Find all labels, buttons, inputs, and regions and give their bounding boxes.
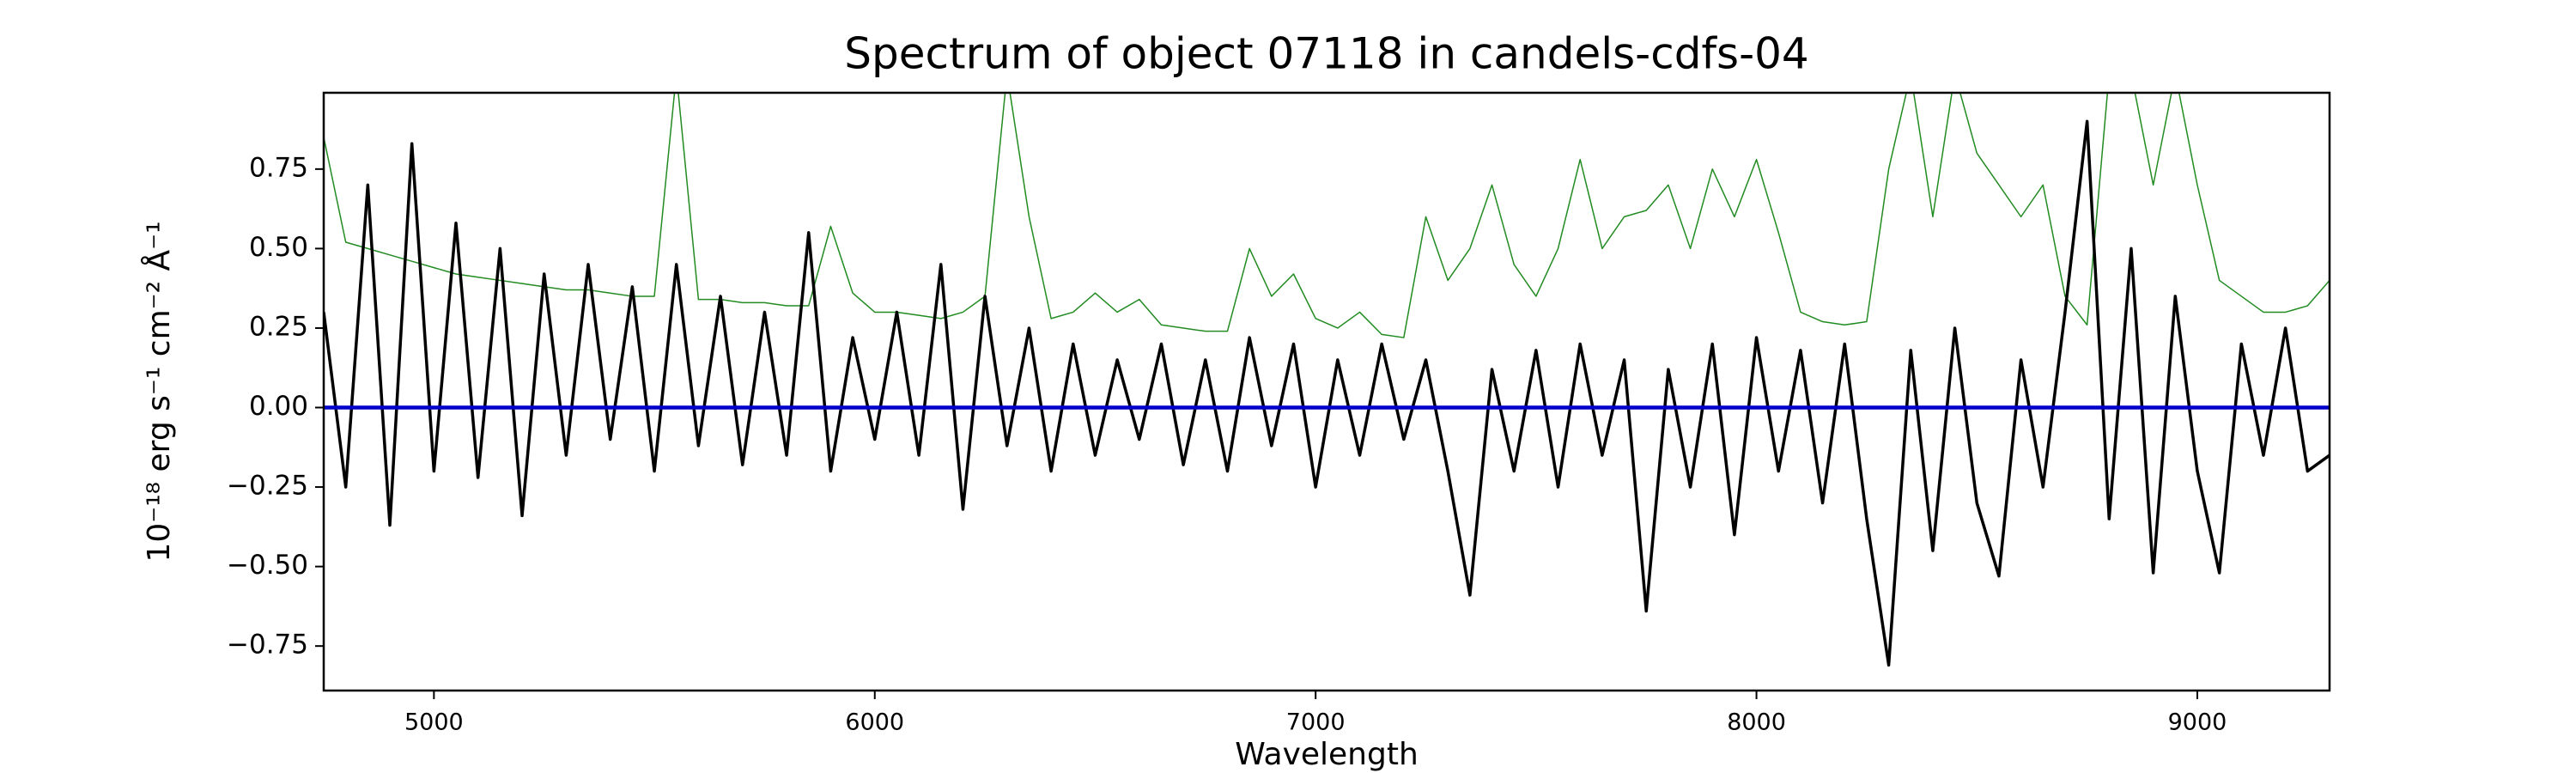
y-tick-label: −0.75 xyxy=(227,630,308,660)
y-tick-label: 0.25 xyxy=(249,311,308,342)
y-tick-label: −0.25 xyxy=(227,471,308,502)
y-tick-label: 0.75 xyxy=(249,152,308,183)
y-tick-label: 0.50 xyxy=(249,232,308,263)
plot-area xyxy=(324,93,2330,667)
x-tick-label: 5000 xyxy=(404,709,464,736)
x-axis-label: Wavelength xyxy=(1235,737,1419,772)
y-axis-label: 10⁻¹⁸ erg s⁻¹ cm⁻² Å⁻¹ xyxy=(140,221,177,562)
chart-title: Spectrum of object 07118 in candels-cdfs… xyxy=(844,29,1809,79)
spectrum-line xyxy=(324,119,2330,667)
axes-frame xyxy=(322,91,2331,692)
x-tick-label: 6000 xyxy=(845,709,904,736)
x-tick-label: 8000 xyxy=(1727,709,1786,736)
y-tick-label: −0.50 xyxy=(227,550,308,581)
x-tick-label: 7000 xyxy=(1286,709,1346,736)
spectrum-line xyxy=(324,93,2330,338)
y-tick-label: 0.00 xyxy=(249,391,308,422)
x-tick-label: 9000 xyxy=(2168,709,2227,736)
